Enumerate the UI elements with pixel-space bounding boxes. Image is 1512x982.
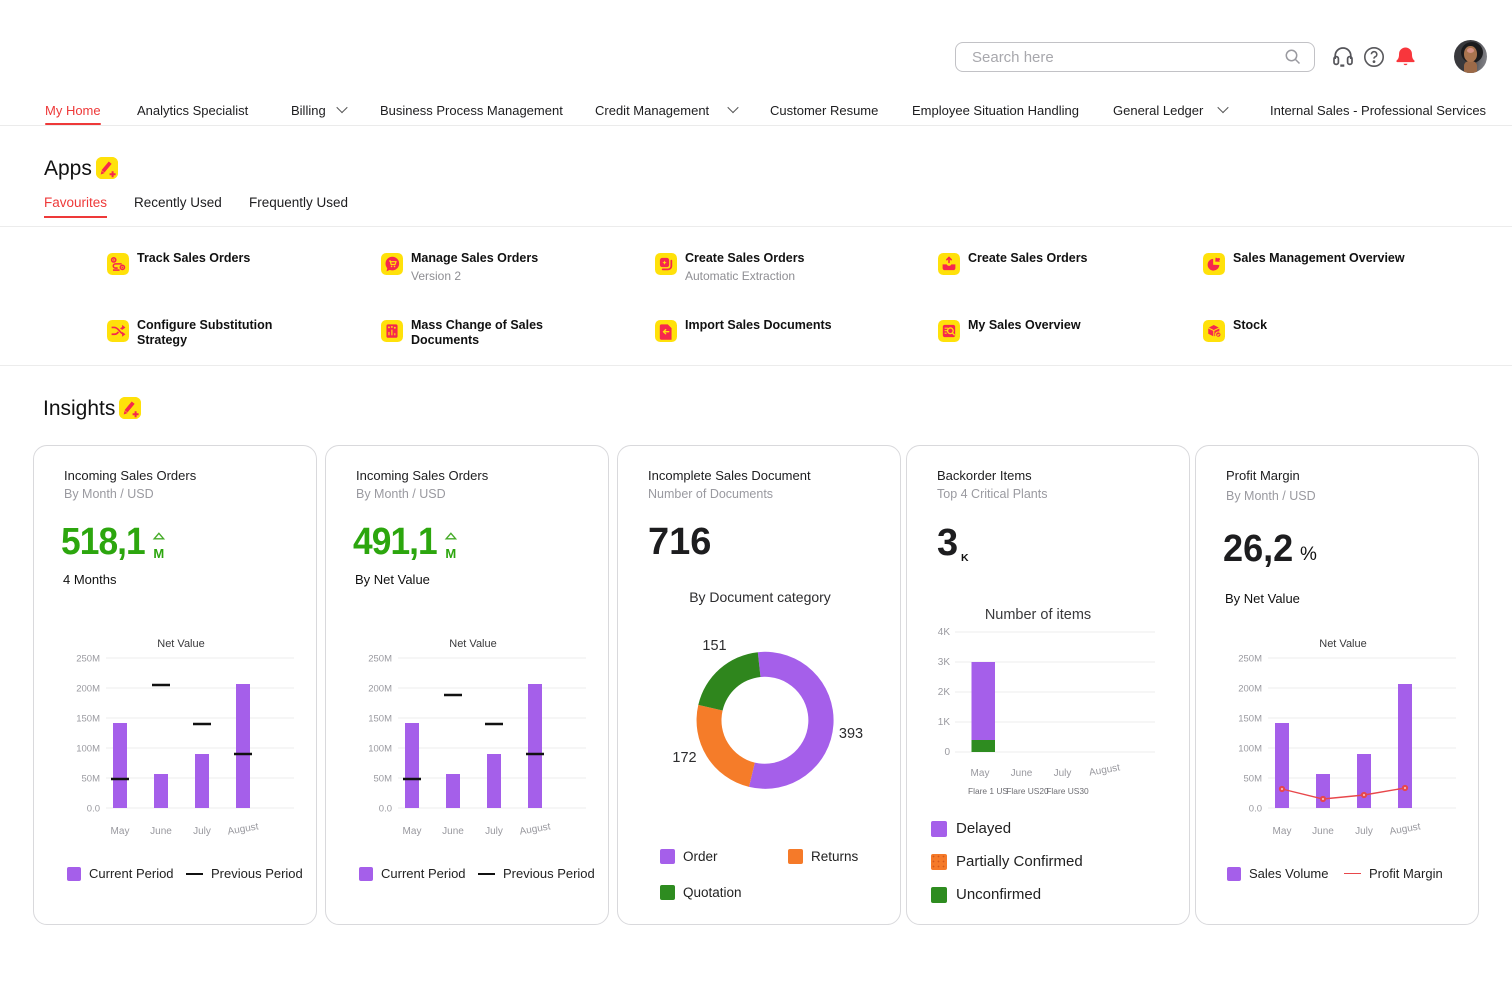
svg-text:3K: 3K (938, 657, 951, 668)
svg-text:Net Value: Net Value (449, 638, 497, 650)
svg-text:Number of items: Number of items (985, 607, 1091, 623)
svg-text:200M: 200M (368, 684, 392, 695)
svg-text:July: July (485, 826, 503, 837)
svg-text:August: August (519, 821, 552, 837)
svg-text:0: 0 (944, 747, 950, 758)
svg-text:2K: 2K (938, 687, 951, 698)
svg-text:393: 393 (839, 726, 863, 742)
svg-text:May: May (971, 768, 990, 779)
svg-text:June: June (150, 826, 172, 837)
svg-text:June: June (1312, 826, 1334, 837)
svg-text:250M: 250M (368, 654, 392, 665)
svg-text:Net Value: Net Value (1319, 638, 1367, 650)
svg-text:150M: 150M (1238, 714, 1262, 725)
svg-text:250M: 250M (76, 654, 100, 665)
svg-text:June: June (1011, 768, 1033, 779)
svg-text:50M: 50M (1244, 774, 1263, 785)
svg-text:August: August (1088, 762, 1121, 778)
svg-text:250M: 250M (1238, 654, 1262, 665)
svg-text:May: May (111, 826, 130, 837)
svg-text:July: July (1054, 768, 1072, 779)
svg-text:Net Value: Net Value (157, 638, 205, 650)
svg-text:50M: 50M (82, 774, 101, 785)
svg-text:150M: 150M (368, 714, 392, 725)
svg-text:July: July (193, 826, 211, 837)
svg-text:4K: 4K (938, 627, 951, 638)
svg-text:200M: 200M (76, 684, 100, 695)
svg-text:50M: 50M (374, 774, 393, 785)
svg-text:100M: 100M (368, 744, 392, 755)
svg-text:Flare 1 US: Flare 1 US (968, 786, 1008, 796)
svg-text:0.0: 0.0 (379, 804, 392, 815)
svg-text:0.0: 0.0 (87, 804, 100, 815)
svg-text:100M: 100M (76, 744, 100, 755)
svg-text:1K: 1K (938, 717, 951, 728)
svg-text:M: M (153, 546, 164, 560)
svg-text:Flare US20: Flare US20 (1006, 786, 1049, 796)
svg-text:August: August (227, 821, 260, 837)
svg-text:June: June (442, 826, 464, 837)
svg-text:July: July (1355, 826, 1373, 837)
svg-text:M: M (445, 546, 456, 560)
svg-text:May: May (403, 826, 422, 837)
svg-text:150M: 150M (76, 714, 100, 725)
svg-text:May: May (1273, 826, 1292, 837)
svg-text:151: 151 (702, 638, 726, 654)
svg-text:August: August (1389, 821, 1422, 837)
svg-text:172: 172 (672, 750, 696, 766)
svg-text:0.0: 0.0 (1249, 804, 1262, 815)
svg-text:Flare US30: Flare US30 (1046, 786, 1089, 796)
svg-text:200M: 200M (1238, 684, 1262, 695)
svg-text:100M: 100M (1238, 744, 1262, 755)
